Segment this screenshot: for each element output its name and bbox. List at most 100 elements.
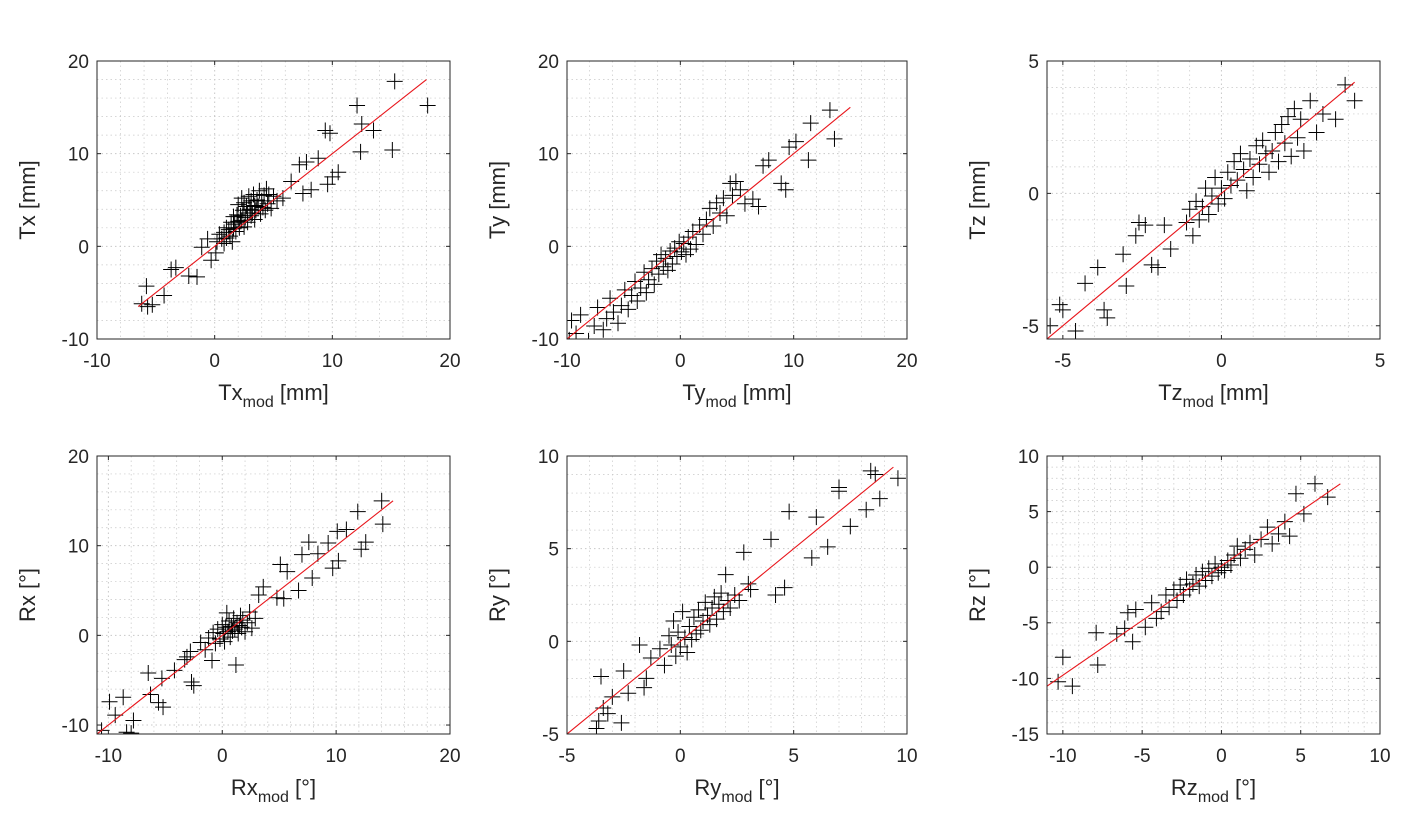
data-point	[750, 198, 767, 215]
data-point	[1184, 227, 1201, 244]
data-point	[776, 579, 793, 596]
data-point	[317, 122, 334, 139]
data-point	[182, 643, 199, 660]
x-tick-label: 20	[439, 746, 460, 767]
data-point	[374, 516, 391, 533]
data-point	[685, 609, 702, 626]
data-point	[1226, 546, 1243, 563]
data-point	[1124, 633, 1141, 650]
data-point	[736, 195, 753, 212]
data-point	[803, 549, 820, 566]
data-point	[889, 470, 906, 487]
data-point	[831, 483, 847, 500]
data-point	[373, 492, 390, 509]
data-point	[251, 182, 268, 199]
data-point	[1287, 485, 1304, 502]
y-tick-label: 20	[68, 447, 89, 468]
data-point	[681, 618, 698, 635]
data-point	[1162, 240, 1179, 257]
data-point	[293, 546, 310, 563]
data-point	[1188, 566, 1205, 583]
data-markers	[588, 462, 906, 734]
fit-line	[1047, 81, 1355, 339]
data-point	[568, 331, 570, 339]
data-point	[250, 587, 267, 603]
data-point	[185, 677, 202, 694]
data-point	[290, 582, 307, 599]
data-point	[638, 284, 655, 301]
data-point	[1302, 92, 1319, 109]
data-point	[321, 125, 338, 142]
x-axis-label: Txmod [mm]	[218, 380, 329, 411]
data-point	[330, 164, 347, 181]
data-point	[1184, 575, 1201, 592]
y-tick-label: 10	[538, 447, 559, 468]
y-tick-label: -10	[532, 330, 559, 351]
grid	[96, 60, 451, 340]
data-point	[1295, 143, 1312, 160]
data-point	[638, 670, 655, 687]
data-point	[1273, 116, 1290, 133]
data-point	[215, 625, 232, 642]
data-point	[586, 318, 603, 335]
x-tick-label: 0	[675, 746, 686, 767]
data-point	[197, 641, 214, 658]
x-tick-label: 5	[1295, 746, 1306, 767]
data-point	[1253, 531, 1270, 548]
data-point	[231, 219, 248, 236]
data-point	[588, 332, 590, 339]
data-point	[233, 190, 250, 207]
data-point	[230, 625, 247, 642]
data-point	[1156, 217, 1173, 234]
data-point	[272, 556, 289, 573]
data-point	[118, 724, 135, 734]
data-point	[1064, 678, 1081, 695]
x-tick-label: 10	[783, 351, 804, 372]
data-point	[205, 624, 222, 641]
data-point	[240, 188, 257, 205]
data-point	[156, 287, 173, 304]
data-point	[239, 214, 256, 231]
y-tick-label: 0	[1028, 184, 1039, 205]
data-point	[651, 640, 668, 657]
data-point	[862, 462, 879, 479]
data-point	[222, 629, 239, 646]
data-point	[192, 634, 209, 651]
data-point	[1194, 198, 1211, 215]
data-point	[1270, 153, 1287, 170]
data-point	[763, 531, 779, 548]
y-tick-label: 10	[68, 537, 89, 558]
data-point	[1118, 278, 1135, 295]
y-tick-label: 5	[1028, 503, 1039, 524]
data-point	[867, 466, 884, 483]
data-point	[705, 217, 722, 234]
data-point	[613, 297, 630, 314]
data-point	[320, 534, 337, 551]
data-point	[732, 181, 749, 198]
axes-box	[566, 60, 908, 340]
data-point	[715, 190, 732, 207]
data-point	[613, 714, 630, 731]
data-point	[226, 216, 243, 233]
data-point	[1219, 164, 1236, 181]
x-axis-label: Rzmod [°]	[1171, 775, 1256, 806]
axes-box	[96, 60, 451, 340]
x-tick-label: 0	[1216, 351, 1227, 372]
data-point	[166, 662, 183, 679]
data-point	[572, 306, 589, 323]
plot-area	[1047, 456, 1380, 734]
y-axis-label: Ry [°]	[485, 568, 510, 622]
y-tick-label: -10	[62, 330, 89, 351]
data-point	[1286, 100, 1303, 117]
x-axis-label: Rymod [°]	[694, 775, 779, 806]
data-point	[1119, 604, 1136, 621]
data-point	[1207, 555, 1224, 572]
y-tick-label: 5	[548, 540, 559, 561]
data-point	[304, 569, 321, 586]
data-point	[1096, 301, 1113, 318]
data-point	[1246, 546, 1263, 563]
axes-box	[1046, 60, 1381, 340]
data-point	[593, 668, 609, 685]
data-point	[303, 181, 320, 198]
data-point	[787, 133, 804, 150]
